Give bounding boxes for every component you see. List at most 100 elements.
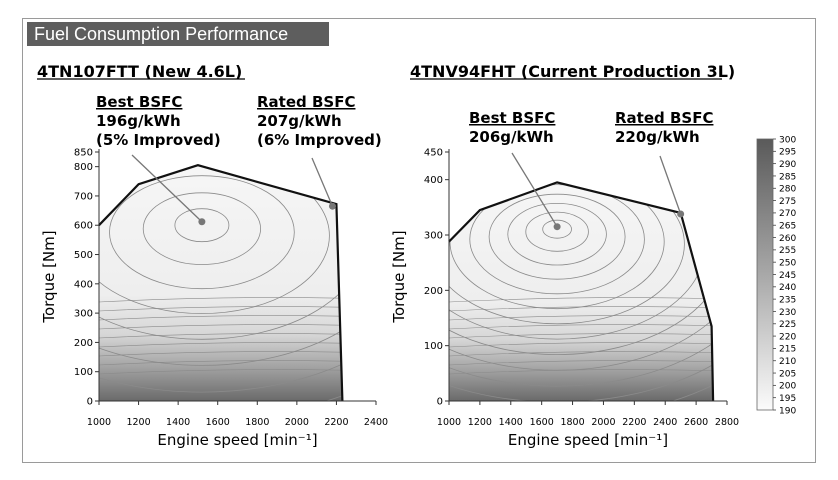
- contour-line: [449, 360, 714, 366]
- x-tick-label: 2600: [684, 417, 708, 428]
- contour-line: [174, 208, 230, 243]
- colorbar-tick-label: 225: [779, 320, 796, 330]
- contour-line: [99, 165, 343, 393]
- annotation-text: Best BSFC: [96, 93, 182, 111]
- colorbar-tick-label: 270: [779, 209, 796, 219]
- x-tick-label: 1600: [530, 417, 554, 428]
- y-tick-label: 400: [74, 279, 93, 290]
- annotation-text: Rated BSFC: [615, 109, 713, 127]
- annotation-text: 207g/kWh: [257, 112, 342, 130]
- annotation-leader: [311, 157, 334, 207]
- chart-left: 0 100 200 300 400 500 600 700 800 850 1000 1200 1400…: [40, 93, 388, 449]
- x-tick-label: 1200: [468, 417, 492, 428]
- x-tick-label: 2200: [622, 417, 646, 428]
- x-tick-label: 1000: [437, 417, 461, 428]
- y-axis-label: Torque [Nm]: [390, 230, 408, 323]
- max-torque-curve: [448, 181, 715, 402]
- contour-line: [525, 211, 589, 252]
- y-tick-label: 850: [74, 148, 93, 159]
- contour-line: [449, 297, 714, 303]
- annotation-text: 220g/kWh: [615, 128, 700, 146]
- bsfc-marker: [198, 218, 206, 226]
- x-tick-label: 2400: [653, 417, 677, 428]
- contour-line: [449, 369, 714, 375]
- colorbar-tick-label: 300: [779, 135, 796, 145]
- contour-line: [542, 219, 572, 239]
- y-tick-label: 450: [424, 148, 443, 159]
- colorbar-tick-label: 190: [779, 406, 796, 416]
- contour-line: [507, 202, 607, 266]
- bsfc-marker: [328, 202, 336, 210]
- annotation-text: (5% Improved): [96, 131, 221, 149]
- annotation-text: 196g/kWh: [96, 112, 181, 130]
- x-axis-label: Engine speed [min⁻¹]: [508, 431, 668, 449]
- colorbar-tick-label: 240: [779, 283, 796, 293]
- x-tick-label: 2000: [285, 417, 309, 428]
- header-title: Fuel Consumption Performance: [27, 22, 329, 46]
- y-tick-label: 300: [74, 309, 93, 320]
- colorbar-tick-label: 250: [779, 258, 796, 268]
- colorbar-tick-label: 210: [779, 357, 796, 367]
- contour-line: [449, 306, 714, 312]
- x-tick-label: 1000: [87, 417, 111, 428]
- x-tick-label: 1800: [560, 417, 584, 428]
- y-tick-label: 300: [424, 231, 443, 242]
- colorbar-tick-label: 265: [779, 222, 796, 232]
- colorbar-tick-label: 200: [779, 382, 796, 392]
- colorbar-tick-label: 285: [779, 172, 796, 182]
- max-torque-curve: [98, 164, 344, 402]
- contour-line: [449, 315, 714, 321]
- y-tick-label: 400: [424, 175, 443, 186]
- colorbar-tick-label: 255: [779, 246, 796, 256]
- colorbar-tick-label: 290: [779, 160, 796, 170]
- colorbar-tick-label: 205: [779, 369, 796, 379]
- contour-line: [99, 165, 343, 340]
- x-tick-label: 2000: [591, 417, 615, 428]
- contour-line: [449, 333, 714, 339]
- colorbar-ticks: 300 295 290 285 280 275 270 265 260 255 250 245 240 2…: [773, 135, 796, 416]
- annotation-text: Rated BSFC: [257, 93, 355, 111]
- x-tick-label: 1200: [126, 417, 150, 428]
- contour-line: [99, 165, 330, 314]
- colorbar-tick-label: 230: [779, 308, 796, 318]
- y-tick-label: 0: [87, 397, 93, 408]
- colorbar: [756, 138, 774, 411]
- contour-line: [142, 192, 261, 265]
- annotation-text: Best BSFC: [469, 109, 555, 127]
- x-axis-label: Engine speed [min⁻¹]: [157, 431, 317, 449]
- contour-line: [449, 182, 685, 325]
- annotation-text: (6% Improved): [257, 131, 382, 149]
- contour-line: [449, 182, 714, 355]
- colorbar-tick-label: 220: [779, 332, 796, 342]
- contour-line: [449, 342, 714, 348]
- bsfc-region: [99, 165, 343, 401]
- contour-line: [469, 184, 645, 295]
- contour-line: [99, 165, 343, 366]
- x-tick-label: 1400: [499, 417, 523, 428]
- colorbar-tick-label: 195: [779, 394, 796, 404]
- annotation-leader: [659, 155, 682, 215]
- y-tick-label: 700: [74, 191, 93, 202]
- y-tick-label: 0: [437, 397, 443, 408]
- y-tick-label: 200: [424, 286, 443, 297]
- x-tick-label: 1600: [206, 417, 230, 428]
- colorbar-tick-label: 295: [779, 148, 796, 158]
- colorbar-tick-label: 245: [779, 271, 796, 281]
- bsfc-marker: [677, 210, 685, 218]
- annotation-leader: [511, 152, 558, 228]
- contour-lines: [449, 182, 714, 401]
- colorbar-tick-label: 280: [779, 185, 796, 195]
- x-tick-label: 2400: [364, 417, 388, 428]
- colorbar-tick-label: 215: [779, 345, 796, 355]
- contour-line: [449, 182, 714, 387]
- y-tick-label: 100: [424, 341, 443, 352]
- contour-line: [109, 175, 295, 290]
- colorbar-tick-label: 235: [779, 295, 796, 305]
- y-tick-label: 800: [74, 162, 93, 173]
- annotation-text: 206g/kWh: [469, 128, 554, 146]
- y-tick-label: 100: [74, 367, 93, 378]
- colorbar-tick-label: 260: [779, 234, 796, 244]
- contour-line: [488, 193, 626, 280]
- contour-lines: [99, 165, 343, 401]
